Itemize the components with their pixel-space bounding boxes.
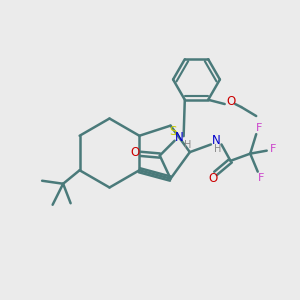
- Text: N: N: [175, 131, 184, 144]
- Text: O: O: [208, 172, 217, 185]
- Text: H: H: [184, 140, 191, 150]
- Text: S: S: [169, 124, 177, 137]
- Text: N: N: [212, 134, 221, 147]
- Text: F: F: [269, 144, 276, 154]
- Text: H: H: [214, 144, 221, 154]
- Text: O: O: [130, 146, 140, 159]
- Text: F: F: [256, 123, 262, 133]
- Text: F: F: [257, 173, 264, 183]
- Text: O: O: [226, 95, 235, 108]
